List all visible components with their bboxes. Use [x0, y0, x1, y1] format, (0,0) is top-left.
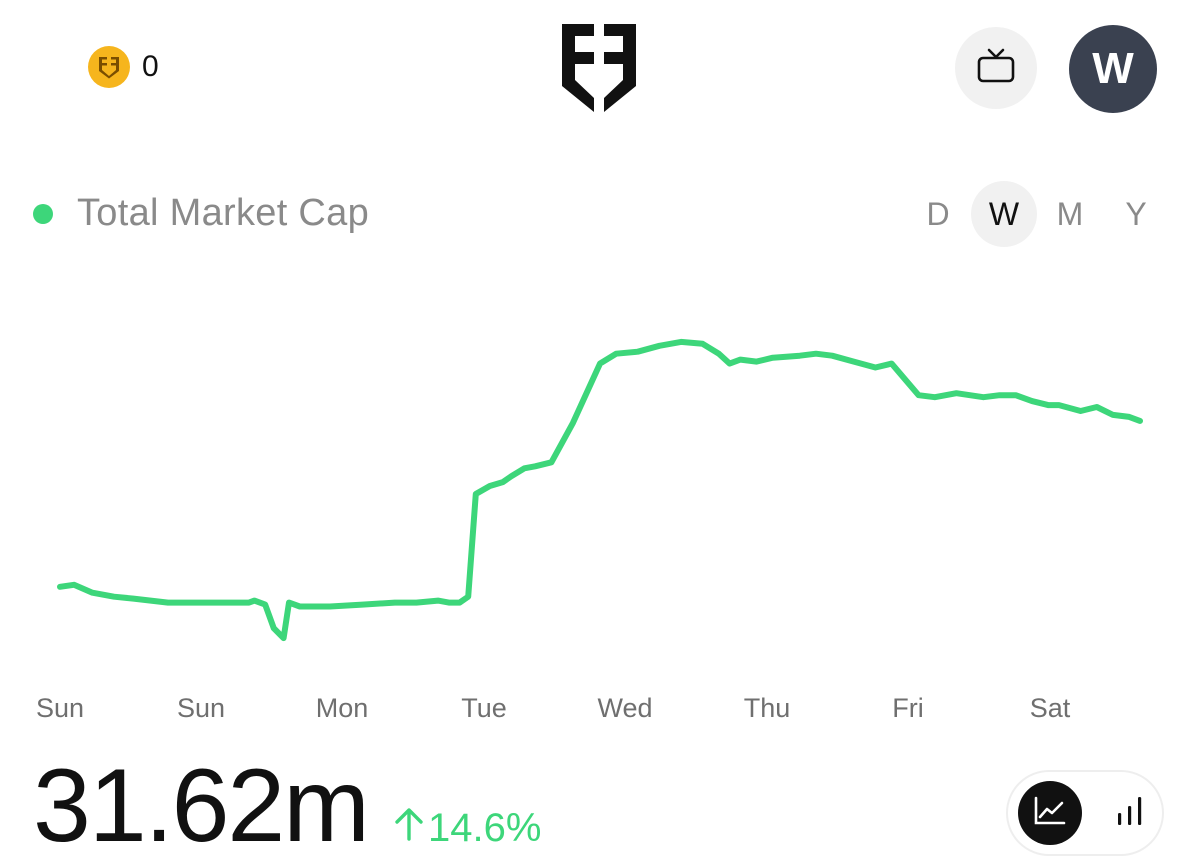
range-month-button[interactable]: M	[1056, 195, 1084, 232]
x-tick-label: Sun	[177, 693, 225, 723]
avatar[interactable]: W	[1069, 25, 1157, 113]
tv-button[interactable]	[955, 27, 1037, 109]
chart-legend: Total Market Cap	[33, 192, 369, 235]
shield-logo-icon	[560, 22, 638, 114]
line-chart-icon	[1033, 796, 1067, 831]
coin-icon	[88, 46, 130, 88]
x-tick-label: Thu	[744, 693, 791, 723]
market-cap-value: 31.62m	[33, 748, 370, 864]
bar-chart-view-button[interactable]	[1098, 781, 1162, 845]
range-week-button[interactable]: W	[971, 181, 1037, 247]
legend-dot	[33, 203, 53, 224]
coin-count: 0	[142, 50, 159, 83]
change-percent: 14.6%	[428, 806, 542, 850]
x-tick-label: Mon	[316, 693, 369, 723]
market-cap-series-line	[57, 338, 1143, 642]
x-tick-label: Tue	[461, 693, 507, 723]
arrow-up-icon	[394, 806, 424, 851]
x-tick-label: Fri	[892, 693, 923, 723]
x-tick-label: Sat	[1030, 693, 1071, 723]
bar-chart-icon	[1115, 795, 1145, 832]
x-tick-label: Sun	[36, 693, 84, 723]
tv-icon	[976, 48, 1016, 89]
chart-view-toggle	[1006, 770, 1164, 856]
change-indicator: 14.6%	[394, 806, 541, 851]
range-day-button[interactable]: D	[926, 195, 950, 232]
market-cap-line-chart: Sun Sun Mon Tue Wed Thu Fri Sat	[36, 338, 1143, 723]
legend-label: Total Market Cap	[77, 192, 370, 234]
range-year-button[interactable]: Y	[1125, 195, 1147, 232]
line-chart-view-button[interactable]	[1018, 781, 1082, 845]
time-range-selector: D W M Y	[905, 181, 1169, 247]
coin-balance[interactable]: 0	[88, 46, 159, 88]
x-tick-label: Wed	[597, 693, 652, 723]
